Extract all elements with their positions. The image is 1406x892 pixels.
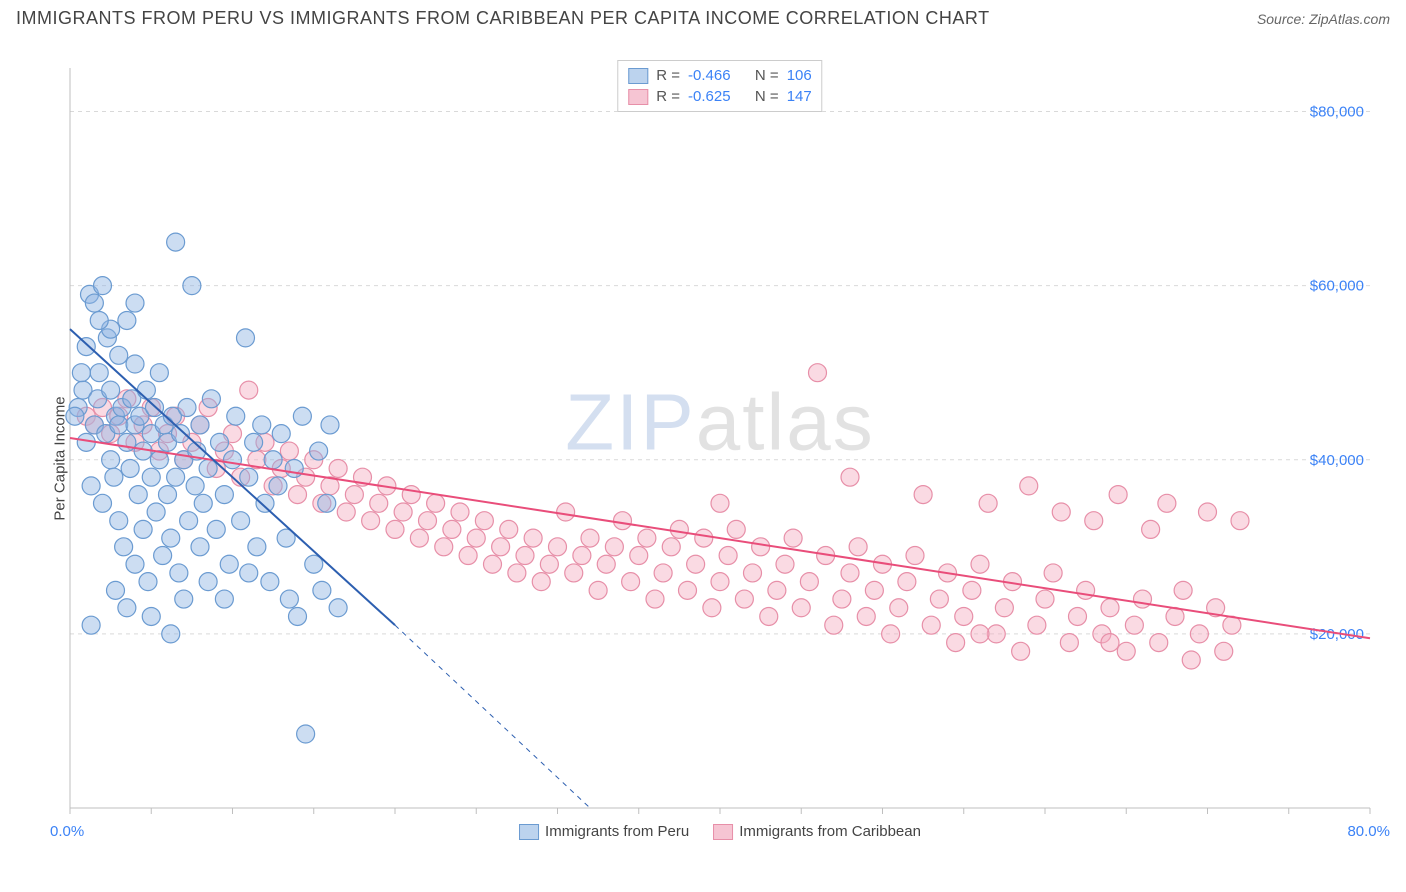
stats-legend: R = -0.466 N = 106 R = -0.625 N = 147 xyxy=(617,60,822,112)
swatch-peru-icon xyxy=(519,824,539,840)
series-legend: Immigrants from Peru Immigrants from Car… xyxy=(519,823,921,840)
svg-text:$20,000: $20,000 xyxy=(1310,626,1364,643)
swatch-caribbean-icon xyxy=(713,824,733,840)
x-axis-max-label: 80.0% xyxy=(1347,823,1390,840)
svg-text:$60,000: $60,000 xyxy=(1310,278,1364,295)
chart-container: Per Capita Income R = -0.466 N = 106 R =… xyxy=(50,60,1390,840)
chart-title: IMMIGRANTS FROM PERU VS IMMIGRANTS FROM … xyxy=(16,8,990,29)
stats-row-caribbean: R = -0.625 N = 147 xyxy=(628,86,811,107)
swatch-peru xyxy=(628,68,648,84)
source-attribution: Source: ZipAtlas.com xyxy=(1257,11,1390,27)
stats-row-peru: R = -0.466 N = 106 xyxy=(628,65,811,86)
svg-text:$40,000: $40,000 xyxy=(1310,452,1364,469)
legend-item-peru: Immigrants from Peru xyxy=(519,823,689,840)
swatch-caribbean xyxy=(628,89,648,105)
x-axis-min-label: 0.0% xyxy=(50,823,84,840)
scatter-plot: $20,000 $40,000 $60,000 $80,000 xyxy=(50,60,1390,838)
svg-text:$80,000: $80,000 xyxy=(1310,104,1364,121)
legend-item-caribbean: Immigrants from Caribbean xyxy=(713,823,921,840)
